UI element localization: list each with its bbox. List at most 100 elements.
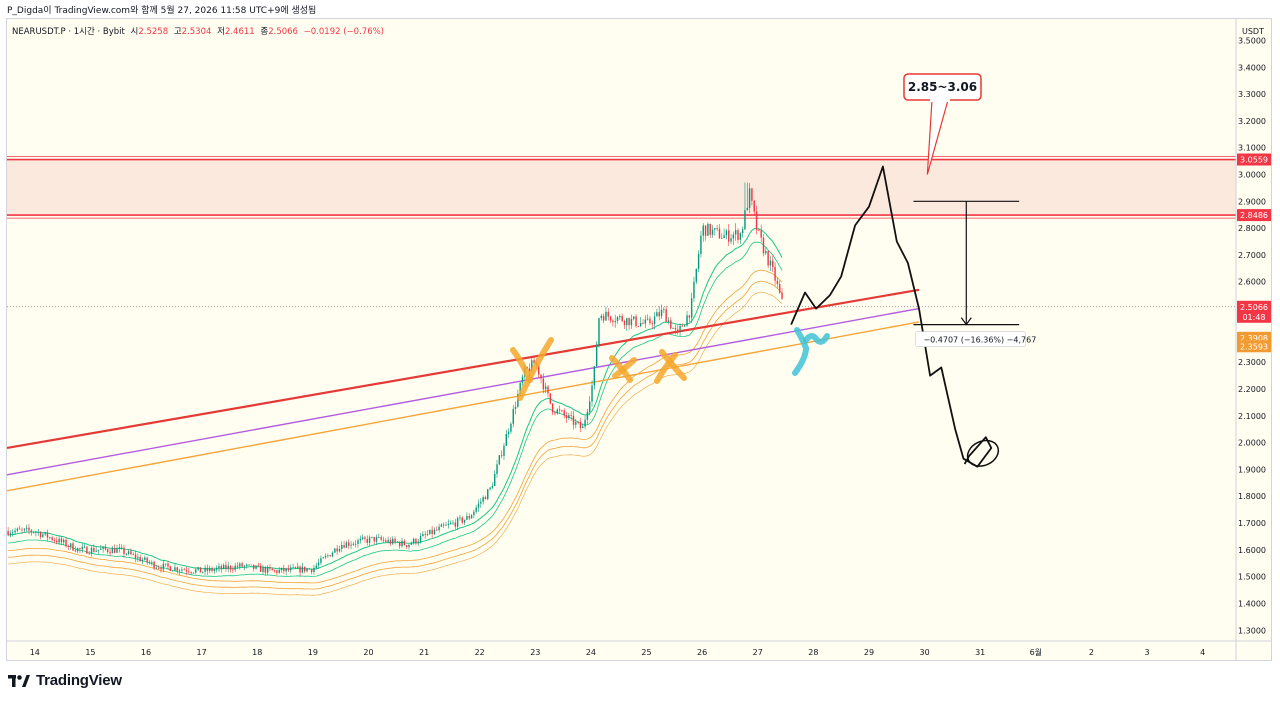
price-tag: 2.3908	[1240, 334, 1268, 343]
y-mark-a	[792, 327, 809, 376]
tradingview-branding[interactable]: TradingView	[8, 672, 122, 689]
candle-body	[144, 557, 146, 560]
candle-body	[310, 568, 313, 572]
candle-body	[403, 540, 406, 546]
callout-pointer	[926, 99, 949, 175]
candle-body	[183, 569, 185, 571]
candle-body	[9, 533, 12, 536]
candle-body	[49, 537, 51, 539]
candle-body	[127, 551, 130, 554]
x-tick-label: 17	[197, 648, 207, 657]
candle-body	[137, 556, 139, 559]
candle-body	[686, 315, 688, 326]
x-tick-label: 4	[1200, 648, 1205, 657]
candle-body	[169, 566, 172, 571]
candle-body	[612, 320, 614, 323]
y-tick-label: 2.3000	[1238, 358, 1266, 367]
candle-body	[443, 524, 445, 526]
candle-body	[468, 516, 470, 519]
candle-body	[621, 315, 623, 322]
y-tick-label: 1.8000	[1238, 492, 1266, 501]
candle-body	[18, 528, 21, 530]
candle-body	[551, 403, 554, 413]
candle-body	[725, 230, 728, 236]
candle-body	[167, 563, 169, 567]
candle-body	[748, 188, 751, 209]
x-mark-3b	[654, 352, 678, 384]
candle-body	[392, 538, 394, 544]
candle-body	[440, 524, 443, 527]
candle-body	[56, 540, 58, 543]
candle-body	[466, 516, 468, 520]
candle-body	[248, 564, 250, 566]
candle-body	[65, 539, 67, 547]
candle-body	[162, 563, 165, 570]
candle-body	[422, 534, 424, 537]
candle-body	[111, 548, 114, 554]
y-tick-label: 3.0000	[1238, 171, 1266, 180]
candle-body	[507, 431, 510, 434]
candle-body	[672, 328, 674, 329]
candle-body	[538, 364, 540, 375]
candle-body	[644, 319, 647, 324]
candle-body	[637, 325, 640, 327]
y-tick-label: 2.8000	[1238, 224, 1266, 233]
candle-body	[352, 543, 355, 545]
candle-body	[487, 489, 489, 500]
candle-body	[730, 238, 732, 242]
chart-pane[interactable]	[6, 18, 1272, 661]
candle-body	[500, 455, 503, 457]
candle-body	[575, 421, 577, 425]
candle-body	[489, 487, 491, 490]
candle-body	[382, 539, 385, 541]
candle-body	[44, 532, 46, 535]
candle-body	[614, 320, 616, 323]
candle-body	[473, 511, 475, 516]
candle-body	[709, 223, 711, 235]
candle-body	[480, 501, 482, 504]
symbol-legend[interactable]: NEARUSDT.P · 1시간 · Bybit 시2.5258 고2.5304…	[12, 25, 384, 37]
x-tick-label: 26	[697, 648, 707, 657]
candle-body	[408, 544, 410, 548]
candle-body	[459, 517, 461, 519]
candle-body	[292, 567, 294, 568]
candle-body	[739, 233, 742, 240]
projection-path	[790, 165, 993, 468]
candle-body	[665, 309, 667, 323]
candle-body	[269, 567, 271, 569]
candle-body	[243, 565, 246, 567]
candle-body	[368, 537, 371, 543]
candle-body	[246, 564, 248, 566]
candle-body	[630, 318, 633, 326]
candle-body	[354, 543, 357, 545]
candle-body	[39, 532, 42, 537]
candle-body	[287, 568, 290, 571]
candle-body	[542, 378, 545, 390]
candle-body	[317, 562, 320, 566]
candle-body	[239, 563, 241, 567]
x-tick-label: 30	[919, 648, 929, 657]
candle-body	[12, 532, 14, 534]
candle-body	[723, 235, 725, 238]
candle-body	[482, 497, 484, 502]
open-value: 2.5258	[138, 27, 169, 37]
candle-body	[188, 571, 190, 573]
candle-body	[334, 548, 336, 553]
x-tick-label: 24	[586, 648, 596, 657]
candle-body	[375, 537, 378, 542]
price-tag-bg	[1237, 153, 1271, 166]
candle-body	[69, 543, 72, 547]
candle-body	[364, 537, 366, 539]
candle-body	[107, 549, 109, 552]
candle-body	[577, 421, 579, 423]
candle-body	[158, 567, 160, 569]
candle-body	[120, 547, 123, 549]
candle-body	[285, 568, 287, 572]
candle-body	[635, 316, 637, 326]
close-value: 2.5066	[268, 27, 298, 37]
candle-body	[322, 557, 324, 559]
x-tick-label: 3	[1144, 648, 1149, 657]
candle-body	[565, 415, 568, 419]
candle-body	[521, 376, 524, 383]
